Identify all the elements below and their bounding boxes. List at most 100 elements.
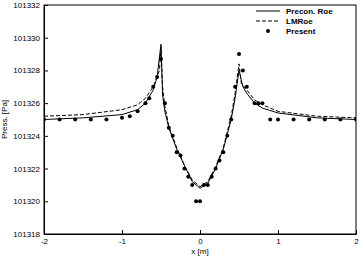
point <box>120 116 124 120</box>
point <box>198 199 202 203</box>
y-tick: 101332 <box>13 1 48 10</box>
y-tick-mark <box>44 201 48 202</box>
point <box>163 101 167 105</box>
point <box>221 150 225 154</box>
y-tick: 101328 <box>13 66 48 75</box>
x-tick-label: 2 <box>354 237 359 246</box>
point <box>214 167 218 171</box>
y-tick: 101330 <box>13 34 48 43</box>
point <box>338 118 342 122</box>
point <box>233 85 237 89</box>
point <box>237 52 241 56</box>
point <box>253 101 257 105</box>
point <box>167 126 171 130</box>
point <box>257 101 261 105</box>
x-tick-mark <box>122 230 123 234</box>
x-tick: -1 <box>119 230 127 246</box>
legend: Precon. RoeLMRoePresent <box>256 7 333 36</box>
y-tick-label: 101324 <box>13 132 40 141</box>
point <box>210 175 214 179</box>
plot: -2-1012101318101320101322101324101326101… <box>13 1 359 246</box>
point <box>292 118 296 122</box>
point <box>354 118 356 122</box>
x-tick-label: 1 <box>276 237 281 246</box>
y-tick-label: 101318 <box>13 230 40 239</box>
point <box>206 183 210 187</box>
x-tick-label: -2 <box>41 237 49 246</box>
x-tick-label: 0 <box>198 237 203 246</box>
y-tick: 101324 <box>13 132 48 141</box>
legend-label: Precon. Roe <box>286 7 333 16</box>
point <box>241 68 245 72</box>
point <box>89 118 93 122</box>
y-axis-title: Press. [Pa] <box>0 100 9 139</box>
x-tick: 1 <box>276 230 281 246</box>
x-tick-mark <box>278 230 279 234</box>
point <box>190 183 194 187</box>
point <box>159 57 163 61</box>
point <box>104 118 108 122</box>
y-tick: 101320 <box>13 197 48 206</box>
point <box>202 183 206 187</box>
line <box>44 44 356 188</box>
y-tick-label: 101326 <box>13 99 40 108</box>
point <box>155 75 159 79</box>
x-axis: -2 -1 0 1 2 <box>41 230 359 246</box>
legend-label: Present <box>286 27 316 36</box>
y-tick-mark <box>44 234 48 235</box>
point <box>151 85 155 89</box>
y-tick-label: 101328 <box>13 66 40 75</box>
x-tick: 0 <box>198 230 203 246</box>
y-axis: 101318 101320 101322 101324 101326 101328 1013… <box>13 1 48 239</box>
point <box>179 153 183 157</box>
y-tick-label: 101322 <box>13 165 40 174</box>
point <box>245 85 249 89</box>
legend-marker <box>266 29 270 33</box>
point <box>136 109 140 113</box>
y-tick-mark <box>44 136 48 137</box>
point <box>260 101 264 105</box>
x-tick-mark <box>200 230 201 234</box>
point <box>73 118 77 122</box>
y-tick: 101326 <box>13 99 48 108</box>
point <box>175 150 179 154</box>
y-tick-label: 101330 <box>13 34 40 43</box>
point <box>218 158 222 162</box>
point <box>229 118 233 122</box>
x-axis-title: x [m] <box>191 247 208 256</box>
legend-label: LMRoe <box>286 17 313 26</box>
point <box>58 118 62 122</box>
x-axis-line <box>45 234 357 235</box>
y-tick-mark <box>44 5 48 6</box>
y-tick-mark <box>44 103 48 104</box>
point <box>307 118 311 122</box>
plot-frame <box>44 5 356 234</box>
point <box>186 175 190 179</box>
point <box>276 118 280 122</box>
data-layer <box>44 44 356 203</box>
y-tick-mark <box>44 70 48 71</box>
y-tick-mark <box>44 38 48 39</box>
y-tick-label: 101320 <box>13 197 40 206</box>
point <box>182 167 186 171</box>
x-tick-mark <box>356 230 357 234</box>
line <box>44 48 356 187</box>
point <box>268 118 272 122</box>
y-tick-label: 101332 <box>13 1 40 10</box>
point <box>225 134 229 138</box>
point <box>147 96 151 100</box>
y-tick: 101318 <box>13 230 48 239</box>
legend-line <box>256 21 280 22</box>
point <box>44 118 46 122</box>
legend-line <box>256 11 280 12</box>
point <box>323 118 327 122</box>
y-tick-mark <box>44 169 48 170</box>
y-tick: 101322 <box>13 165 48 174</box>
point <box>128 114 132 118</box>
x-tick-label: -1 <box>119 237 127 246</box>
point <box>194 199 198 203</box>
point <box>171 134 175 138</box>
point <box>143 101 147 105</box>
chart: -2-1012101318101320101322101324101326101… <box>0 0 364 256</box>
x-tick: 2 <box>354 230 359 246</box>
